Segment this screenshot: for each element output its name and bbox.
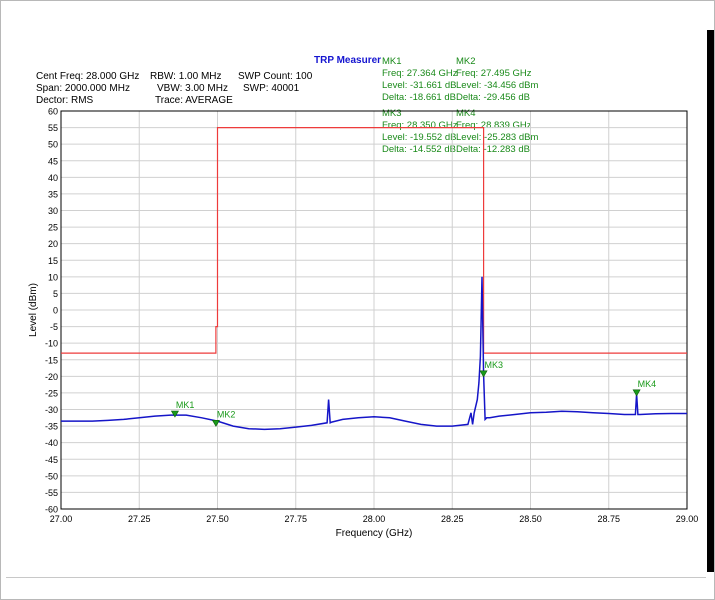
limit-line	[61, 126, 687, 354]
y-tick-label: 20	[48, 239, 58, 249]
mk2-marker-icon	[211, 419, 220, 427]
x-tick-label: 27.50	[206, 514, 229, 524]
y-tick-label: 60	[48, 107, 58, 117]
y-tick-label: 50	[48, 140, 58, 150]
trace-label: Trace: AVERAGE	[155, 95, 233, 106]
mk1-delta: Delta: -18.661 dB	[382, 92, 456, 103]
y-tick-label: -45	[45, 455, 58, 465]
y-tick-label: -50	[45, 471, 58, 481]
vbw-label: VBW: 3.00 MHz	[157, 83, 228, 94]
x-tick-label: 27.25	[128, 514, 151, 524]
mk3-level: Level: -19.552 dB	[382, 132, 457, 143]
detector-label: Dector: RMS	[36, 95, 94, 106]
mk4-delta: Delta: -12.283 dB	[456, 144, 530, 155]
right-border-bar	[707, 30, 714, 572]
x-tick-label: 29.00	[676, 514, 699, 524]
mk3-marker-icon	[479, 370, 488, 378]
mk1-marker-label: MK1	[176, 400, 195, 410]
rbw-label: RBW: 1.00 MHz	[150, 71, 222, 82]
span-label: Span: 2000.000 MHz	[36, 83, 130, 94]
mk4-level: Level: -25.283 dBm	[456, 132, 539, 143]
bottom-divider	[6, 577, 706, 578]
mk3-name: MK3	[382, 108, 402, 119]
mk2-level: Level: -34.456 dBm	[456, 80, 539, 91]
y-tick-label: -40	[45, 438, 58, 448]
y-tick-label: -55	[45, 488, 58, 498]
y-tick-label: 55	[48, 123, 58, 133]
y-tick-label: -25	[45, 388, 58, 398]
y-axis-label: Level (dBm)	[28, 283, 39, 337]
mk3-freq: Freq: 28.350 GHz	[382, 120, 458, 131]
y-tick-label: -30	[45, 405, 58, 415]
mk4-name: MK4	[456, 108, 476, 119]
y-tick-label: -15	[45, 355, 58, 365]
mk2-delta: Delta: -29.456 dB	[456, 92, 530, 103]
y-tick-label: -5	[50, 322, 58, 332]
mk3-marker-label: MK3	[485, 360, 504, 370]
y-tick-label: 30	[48, 206, 58, 216]
x-tick-label: 27.75	[284, 514, 307, 524]
mk1-freq: Freq: 27.364 GHz	[382, 68, 458, 79]
swp-label: SWP: 40001	[243, 83, 300, 94]
x-axis-label: Frequency (GHz)	[336, 528, 413, 539]
x-tick-label: 28.00	[363, 514, 386, 524]
spectrum-trace	[61, 276, 687, 431]
x-tick-label: 27.00	[50, 514, 73, 524]
y-tick-label: 25	[48, 223, 58, 233]
mk1-marker-icon	[170, 410, 179, 418]
mk4-freq: Freq: 28.839 GHz	[456, 120, 532, 131]
mk1-name: MK1	[382, 56, 402, 67]
x-tick-label: 28.75	[597, 514, 620, 524]
y-tick-label: 15	[48, 256, 58, 266]
swp-count-label: SWP Count: 100	[238, 71, 313, 82]
mk2-freq: Freq: 27.495 GHz	[456, 68, 532, 79]
mk2-marker-label: MK2	[217, 409, 236, 419]
mk4-marker-icon	[632, 389, 641, 397]
y-tick-label: 10	[48, 272, 58, 282]
y-tick-label: -35	[45, 422, 58, 432]
mk3-delta: Delta: -14.552 dB	[382, 144, 456, 155]
mk2-name: MK2	[456, 56, 476, 67]
y-tick-label: -60	[45, 505, 58, 515]
plot-area	[60, 110, 688, 510]
x-tick-label: 28.25	[441, 514, 464, 524]
chart-title: TRP Measurer	[314, 55, 382, 66]
x-tick-label: 28.50	[519, 514, 542, 524]
mk4-marker-label: MK4	[638, 379, 657, 389]
y-tick-label: 5	[53, 289, 58, 299]
y-tick-label: 45	[48, 156, 58, 166]
y-tick-label: 35	[48, 189, 58, 199]
y-tick-label: -10	[45, 339, 58, 349]
y-tick-label: 0	[53, 306, 58, 316]
cent-freq-label: Cent Freq: 28.000 GHz	[36, 71, 140, 82]
y-tick-label: 40	[48, 173, 58, 183]
y-tick-label: -20	[45, 372, 58, 382]
mk1-level: Level: -31.661 dB	[382, 80, 457, 91]
